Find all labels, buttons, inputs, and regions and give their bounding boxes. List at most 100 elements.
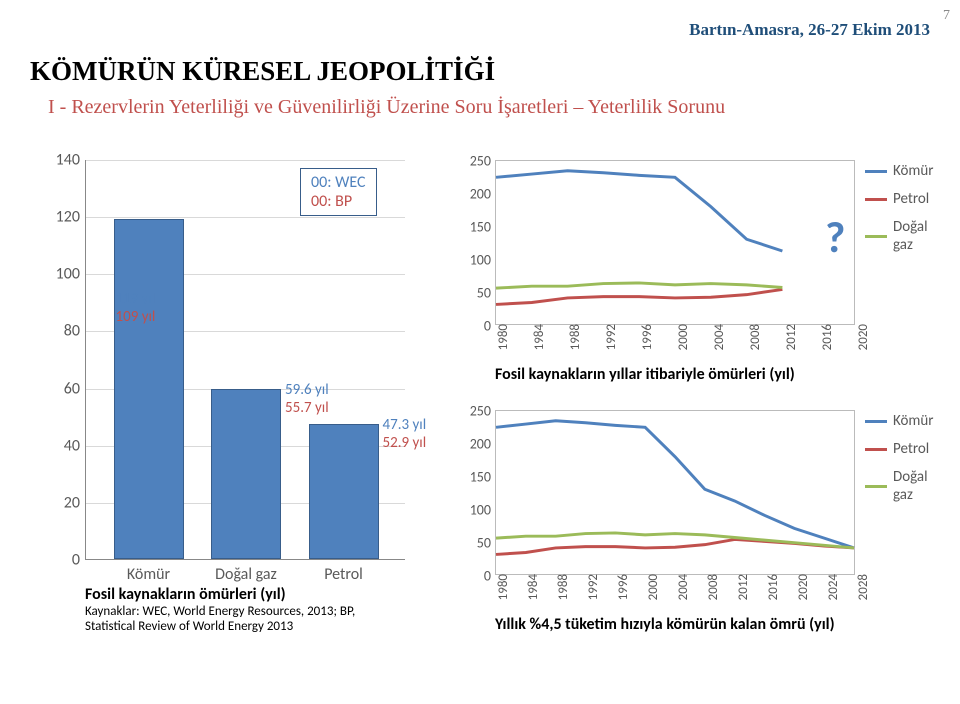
bar-caption-title: Fosil kaynakların ömürleri (yıl): [85, 585, 355, 604]
annotation-line-wec: 00: WEC: [311, 173, 366, 192]
line-chart-top: 0501001502002501980198419881992199620002…: [455, 150, 950, 410]
legend-label: Doğalgaz: [893, 218, 928, 254]
page-number: 7: [943, 8, 950, 24]
line-xtick-label: 2020: [856, 324, 871, 350]
line-legend-top: Kömür Petrol Doğalgaz: [865, 162, 934, 264]
legend-item: Kömür: [865, 412, 934, 430]
series-kömür: [496, 171, 782, 251]
bar-doğal-gaz: [211, 389, 281, 559]
line-caption-bottom: Yıllık %4,5 tüketim hızıyla kömürün kala…: [495, 615, 835, 634]
question-mark-icon: ?: [825, 210, 845, 264]
bar-data-label: 47.3 yıl: [383, 416, 427, 434]
line-xtick-label: 2004: [676, 574, 691, 600]
legend-label: Petrol: [893, 190, 929, 208]
bar-gridline: [86, 160, 405, 161]
bar-plot-area: 020406080100120140Kömür119 yıl109 yılDoğ…: [85, 160, 405, 560]
line-ytick-label: 250: [470, 153, 496, 170]
line-xtick-label: 2016: [820, 324, 835, 350]
series-doğal-gaz: [496, 533, 854, 548]
bar-data-label: 109 yıl: [116, 308, 156, 326]
line-plot-bottom: 0501001502002501980198419881992199620002…: [495, 410, 855, 575]
bar-annotation-box: 00: WEC 00: BP: [300, 168, 377, 216]
bar-xlabel: Doğal gaz: [211, 559, 281, 584]
bar-caption: Fosil kaynakların ömürleri (yıl) Kaynakl…: [85, 585, 355, 634]
line-ytick-label: 100: [470, 502, 496, 519]
line-series-svg: [496, 411, 854, 574]
line-legend-bottom: Kömür Petrol Doğalgaz: [865, 412, 934, 514]
legend-label: Petrol: [893, 440, 929, 458]
series-petrol: [496, 289, 782, 304]
bar-xlabel: Kömür: [114, 559, 184, 584]
bar-ytick-label: 40: [64, 436, 86, 455]
bar-caption-source2: Statistical Review of World Energy 2013: [85, 619, 355, 634]
legend-swatch-icon: [865, 170, 887, 173]
bar-kömür: [114, 219, 184, 559]
line-ytick-label: 200: [470, 186, 496, 203]
line-chart-bottom: 0501001502002501980198419881992199620002…: [455, 400, 950, 660]
annotation-line-bp: 00: BP: [311, 192, 366, 211]
bar-chart: 020406080100120140Kömür119 yıl109 yılDoğ…: [35, 150, 415, 640]
bar-ytick-label: 20: [64, 493, 86, 512]
line-ytick-label: 100: [470, 252, 496, 269]
line-xtick-label: 2008: [748, 324, 763, 350]
bar-data-label: 55.7 yıl: [285, 399, 329, 417]
line-ytick-label: 150: [470, 219, 496, 236]
line-ytick-label: 50: [477, 285, 496, 302]
page-title: KÖMÜRÜN KÜRESEL JEOPOLİTİĞİ: [30, 56, 495, 87]
legend-label: Doğalgaz: [893, 468, 928, 504]
line-xtick-label: 1996: [616, 574, 631, 600]
line-xtick-label: 1984: [526, 574, 541, 600]
line-xtick-label: 1984: [532, 324, 547, 350]
page-subtitle: I - Rezervlerin Yeterliliği ve Güvenilir…: [48, 96, 725, 119]
bar-ytick-label: 120: [56, 208, 86, 227]
line-ytick-label: 200: [470, 436, 496, 453]
bar-xlabel: Petrol: [309, 559, 379, 584]
bar-data-label: 52.9 yıl: [383, 434, 427, 452]
legend-swatch-icon: [865, 235, 887, 238]
legend-item: Petrol: [865, 190, 934, 208]
series-petrol: [496, 539, 854, 554]
line-ytick-label: 50: [477, 535, 496, 552]
line-caption-top: Fosil kaynakların yıllar itibariyle ömür…: [495, 365, 795, 384]
bar-ytick-label: 100: [56, 265, 86, 284]
line-xtick-label: 2000: [646, 574, 661, 600]
legend-item: Doğalgaz: [865, 468, 934, 504]
legend-swatch-icon: [865, 448, 887, 451]
bar-ytick-label: 0: [72, 551, 86, 570]
legend-item: Kömür: [865, 162, 934, 180]
bar-ytick-label: 140: [56, 151, 86, 170]
venue-header: Bartın-Amasra, 26-27 Ekim 2013: [689, 20, 930, 40]
bar-ytick-label: 80: [64, 322, 86, 341]
legend-label: Kömür: [893, 412, 934, 430]
line-ytick-label: 0: [484, 318, 496, 335]
bar-data-label: 59.6 yıl: [285, 381, 329, 399]
line-xtick-label: 2008: [706, 574, 721, 600]
line-xtick-label: 2020: [796, 574, 811, 600]
legend-swatch-icon: [865, 485, 887, 488]
line-xtick-label: 1980: [496, 574, 511, 600]
line-xtick-label: 2000: [676, 324, 691, 350]
line-xtick-label: 2024: [826, 574, 841, 600]
line-ytick-label: 150: [470, 469, 496, 486]
series-kömür: [496, 421, 854, 548]
bar-petrol: [309, 424, 379, 559]
series-doğal-gaz: [496, 283, 782, 288]
bar-gridline: [86, 217, 405, 218]
line-plot-top: 0501001502002501980198419881992199620002…: [495, 160, 855, 325]
line-xtick-label: 2004: [712, 324, 727, 350]
line-xtick-label: 1980: [496, 324, 511, 350]
line-xtick-label: 1996: [640, 324, 655, 350]
legend-swatch-icon: [865, 198, 887, 201]
line-series-svg: [496, 161, 854, 324]
legend-item: Petrol: [865, 440, 934, 458]
bar-ytick-label: 60: [64, 379, 86, 398]
legend-item: Doğalgaz: [865, 218, 934, 254]
line-xtick-label: 2012: [784, 324, 799, 350]
legend-swatch-icon: [865, 420, 887, 423]
line-xtick-label: 1992: [586, 574, 601, 600]
line-xtick-label: 2012: [736, 574, 751, 600]
line-xtick-label: 2028: [856, 574, 871, 600]
legend-label: Kömür: [893, 162, 934, 180]
line-ytick-label: 250: [470, 403, 496, 420]
line-xtick-label: 2016: [766, 574, 781, 600]
